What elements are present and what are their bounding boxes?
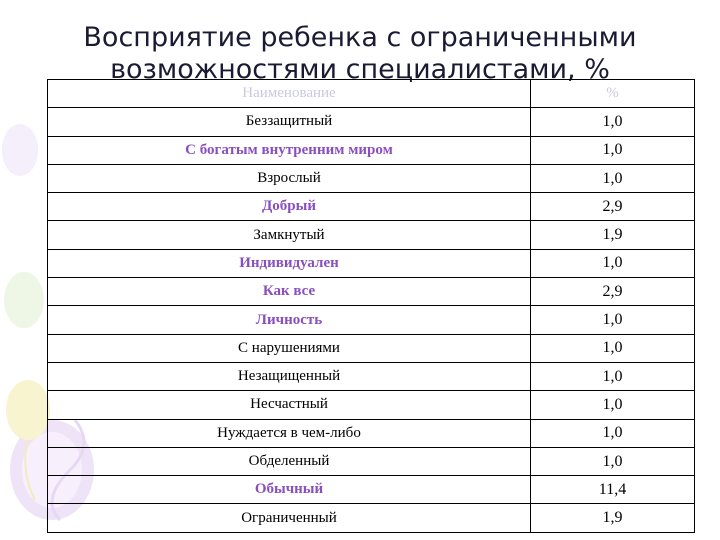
row-name: Обделенный [47,446,531,477]
row-value: 1,0 [530,361,695,392]
table-row: Обычный 11,4 [47,475,695,505]
table-row: Взрослый 1,0 [47,163,695,194]
table-row: Как все 2,9 [47,277,695,307]
row-name: Ограниченный [47,503,531,533]
row-name: Индивидуален [47,248,531,279]
row-value: 1,0 [530,446,695,477]
row-value: 2,9 [530,277,695,307]
row-value: 1,0 [530,333,695,363]
header-percent: % [530,78,695,109]
row-name: Беззащитный [47,107,531,137]
row-name: С богатым внутренним миром [47,135,531,165]
table-row: Добрый 2,9 [47,192,695,222]
row-name: Замкнутый [47,220,531,250]
table-body: Беззащитный 1,0 С богатым внутренним миром… [47,107,695,533]
table-row: Незащищенный 1,0 [47,361,695,392]
row-value: 1,0 [530,418,695,448]
title-line-1: Восприятие ребенка с ограниченными [83,22,637,53]
row-value: 2,9 [530,192,695,222]
table-row: С богатым внутренним миром 1,0 [47,135,695,165]
small-purple-balloon-icon [2,124,38,176]
row-value: 1,0 [530,135,695,165]
table-row: Обделенный 1,0 [47,446,695,477]
table-header-row: Наименование % [47,78,695,109]
table-row: Несчастный 1,0 [47,390,695,420]
row-name: Как все [47,277,531,307]
yellow-balloon-icon [6,380,50,440]
row-name: Взрослый [47,163,531,194]
row-value: 1,0 [530,107,695,137]
row-name: С нарушениями [47,333,531,363]
row-value: 1,9 [530,220,695,250]
header-name: Наименование [47,78,531,109]
table-row: Индивидуален 1,0 [47,248,695,279]
table-row: Ограниченный 1,9 [47,503,695,533]
row-value: 1,0 [530,163,695,194]
row-value: 1,0 [530,390,695,420]
row-value: 1,9 [530,503,695,533]
green-balloon-icon [4,272,44,328]
table-row: Замкнутый 1,9 [47,220,695,250]
row-value: 1,0 [530,248,695,279]
row-name: Добрый [47,192,531,222]
row-name: Обычный [47,475,531,505]
row-name: Незащищенный [47,361,531,392]
row-value: 1,0 [530,305,695,335]
row-name: Несчастный [47,390,531,420]
page-title: Восприятие ребенка с ограниченными возмо… [0,22,720,86]
row-name: Личность [47,305,531,335]
table-row: С нарушениями 1,0 [47,333,695,363]
table-row: Беззащитный 1,0 [47,107,695,137]
perception-table: Наименование % Беззащитный 1,0 С богатым в… [47,78,695,533]
table-row: Личность 1,0 [47,305,695,335]
table-row: Нуждается в чем-либо 1,0 [47,418,695,448]
row-name: Нуждается в чем-либо [47,418,531,448]
row-value: 11,4 [530,475,695,505]
